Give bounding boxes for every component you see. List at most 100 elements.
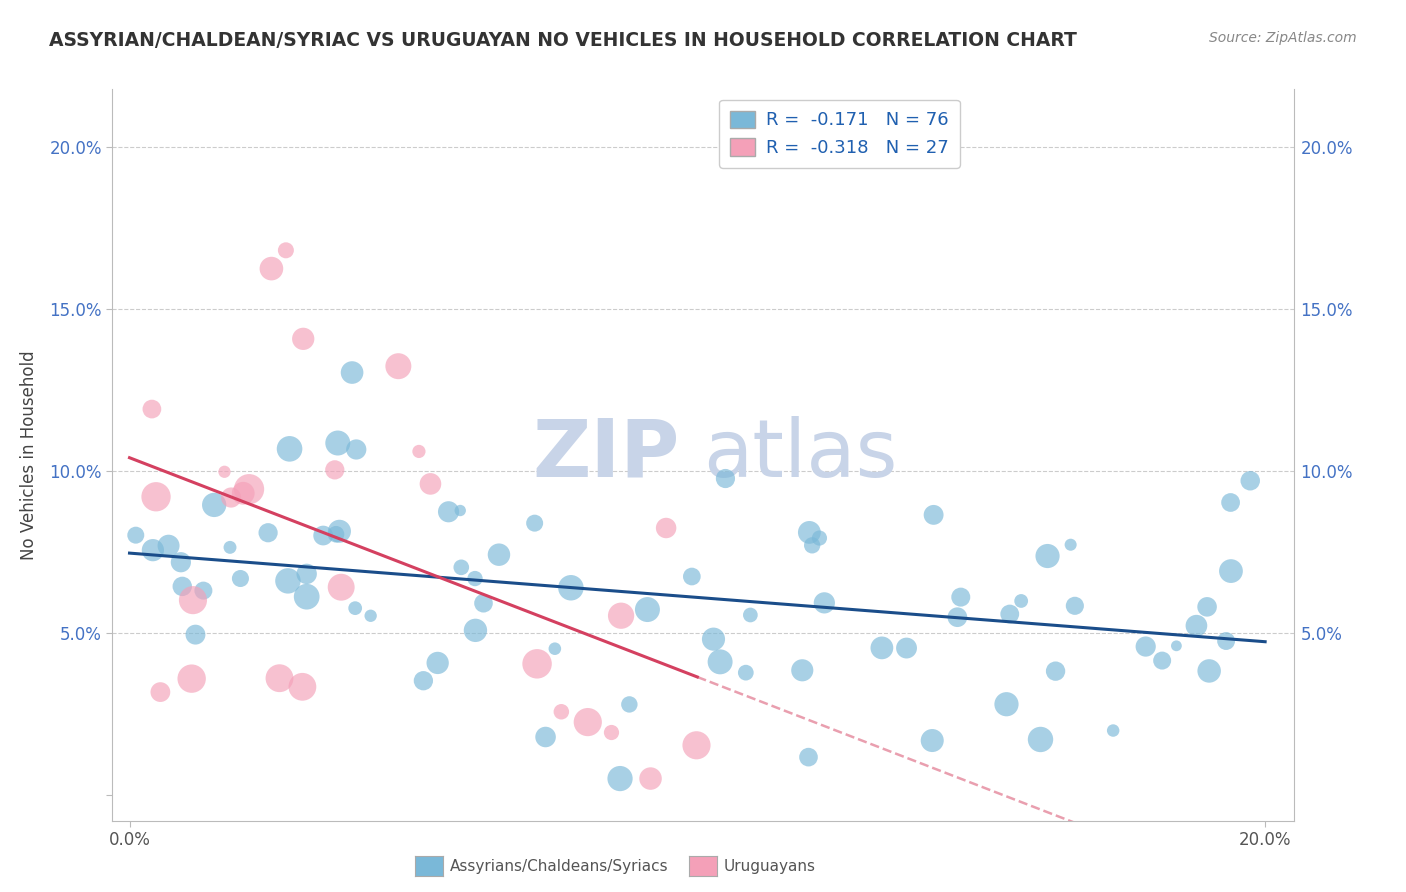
Point	[702, 632, 724, 647]
Point	[181, 593, 204, 607]
Text: atlas: atlas	[703, 416, 897, 494]
Point	[472, 596, 495, 610]
Point	[740, 607, 762, 622]
Point	[619, 698, 641, 712]
Point	[387, 359, 409, 374]
Point	[1198, 664, 1220, 678]
Point	[325, 527, 347, 541]
Point	[949, 590, 972, 604]
Point	[526, 657, 548, 671]
Point	[808, 531, 831, 545]
Point	[360, 608, 382, 623]
Point	[1036, 549, 1059, 563]
Point	[1215, 634, 1237, 648]
Point	[172, 579, 194, 593]
Point	[640, 772, 662, 786]
Point	[145, 490, 167, 504]
Point	[1239, 474, 1261, 488]
Point	[330, 580, 353, 594]
Point	[685, 739, 707, 753]
Point	[170, 555, 193, 569]
Point	[149, 685, 172, 699]
Point	[232, 486, 254, 500]
Point	[709, 655, 731, 669]
Point	[257, 525, 280, 540]
Point	[312, 528, 335, 542]
Text: Uruguayans: Uruguayans	[724, 859, 815, 873]
Point	[450, 560, 472, 574]
Point	[125, 528, 148, 542]
Point	[238, 482, 260, 496]
Point	[998, 607, 1021, 621]
Point	[340, 366, 363, 380]
Point	[295, 590, 318, 604]
Point	[636, 602, 658, 616]
Point	[229, 572, 252, 586]
Point	[344, 601, 367, 615]
Point	[1029, 732, 1052, 747]
Point	[449, 503, 471, 517]
Point	[544, 641, 567, 656]
Point	[560, 581, 582, 595]
Point	[437, 505, 460, 519]
Point	[1045, 664, 1067, 678]
Point	[328, 524, 350, 539]
Point	[202, 498, 225, 512]
Point	[870, 640, 893, 655]
Point	[408, 444, 430, 458]
Point	[1059, 538, 1081, 552]
Text: ASSYRIAN/CHALDEAN/SYRIAC VS URUGUAYAN NO VEHICLES IN HOUSEHOLD CORRELATION CHART: ASSYRIAN/CHALDEAN/SYRIAC VS URUGUAYAN NO…	[49, 31, 1077, 50]
Point	[550, 705, 572, 719]
Point	[292, 332, 315, 346]
Point	[523, 516, 546, 530]
Point	[141, 402, 163, 417]
Point	[323, 463, 346, 477]
Point	[488, 548, 510, 562]
Point	[1135, 640, 1157, 654]
Point	[274, 244, 297, 258]
Point	[995, 697, 1018, 711]
Point	[344, 442, 367, 457]
Point	[681, 569, 703, 583]
Point	[219, 541, 242, 555]
Point	[1102, 723, 1125, 738]
Point	[1220, 564, 1243, 578]
Point	[1010, 594, 1032, 608]
Text: ZIP: ZIP	[531, 416, 679, 494]
Point	[1166, 639, 1188, 653]
Y-axis label: No Vehicles in Household: No Vehicles in Household	[21, 350, 38, 560]
Point	[219, 491, 242, 505]
Point	[278, 442, 301, 456]
Point	[534, 730, 557, 744]
Point	[269, 671, 291, 685]
Point	[419, 476, 441, 491]
Point	[277, 574, 299, 588]
Point	[214, 465, 236, 479]
Point	[184, 627, 207, 641]
Point	[610, 608, 633, 623]
Point	[1219, 495, 1241, 509]
Point	[180, 672, 202, 686]
Point	[921, 733, 943, 747]
Legend: R =  -0.171   N = 76, R =  -0.318   N = 27: R = -0.171 N = 76, R = -0.318 N = 27	[720, 100, 960, 168]
Point	[600, 725, 623, 739]
Point	[799, 525, 821, 540]
Point	[412, 673, 434, 688]
Point	[714, 471, 737, 485]
Point	[464, 624, 486, 638]
Point	[922, 508, 945, 522]
Point	[801, 538, 824, 552]
Point	[655, 521, 678, 535]
Point	[896, 641, 918, 656]
Point	[576, 715, 599, 730]
Text: Source: ZipAtlas.com: Source: ZipAtlas.com	[1209, 31, 1357, 45]
Point	[260, 261, 283, 276]
Point	[609, 772, 631, 786]
Point	[1152, 654, 1174, 668]
Point	[1063, 599, 1085, 613]
Point	[946, 610, 969, 624]
Text: Assyrians/Chaldeans/Syriacs: Assyrians/Chaldeans/Syriacs	[450, 859, 668, 873]
Point	[813, 596, 835, 610]
Point	[193, 583, 215, 598]
Point	[426, 656, 449, 670]
